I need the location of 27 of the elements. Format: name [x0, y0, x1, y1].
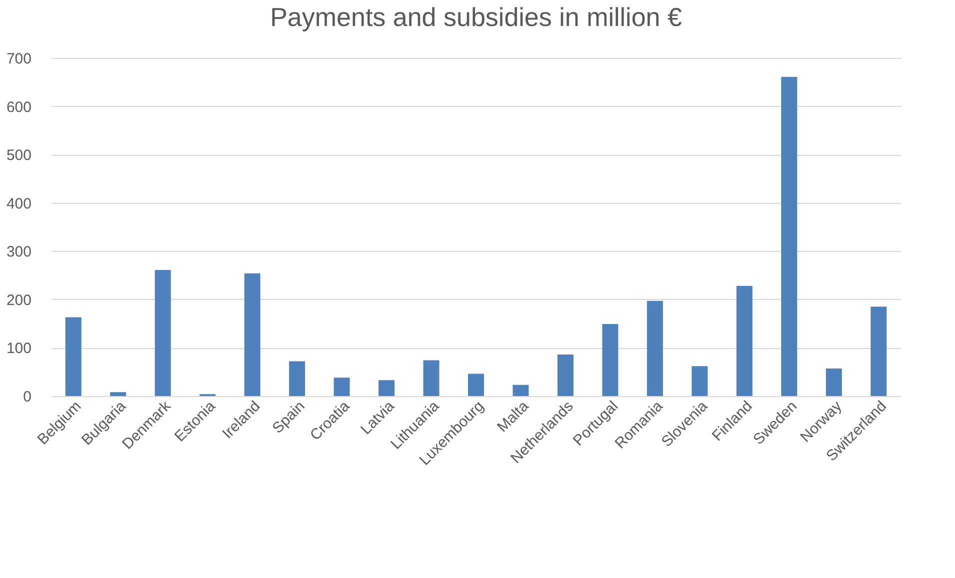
bar	[781, 76, 798, 396]
y-tick-label: 100	[6, 340, 32, 358]
bar	[289, 361, 306, 396]
bar	[692, 366, 708, 396]
y-tick-label: 300	[6, 244, 32, 261]
bar	[65, 317, 82, 396]
y-tick-label: 500	[6, 147, 32, 164]
y-tick-label: 400	[6, 195, 32, 212]
bar	[378, 380, 395, 396]
bar	[557, 354, 574, 396]
y-tick-label: 0	[23, 388, 32, 406]
bar	[468, 374, 484, 396]
bar	[826, 368, 842, 396]
bar	[423, 360, 440, 396]
chart-title: Payments and subsidies in million €	[270, 2, 682, 32]
bar	[244, 273, 260, 396]
bar	[154, 270, 171, 396]
y-tick-label: 200	[6, 292, 32, 309]
bar	[602, 324, 618, 396]
bar	[870, 306, 887, 396]
bar	[334, 378, 350, 396]
y-tick-label: 600	[6, 98, 32, 116]
bar	[512, 384, 529, 396]
y-tick-label: 700	[6, 50, 32, 68]
bar	[736, 286, 752, 396]
bar	[110, 392, 126, 396]
bar	[646, 300, 663, 396]
